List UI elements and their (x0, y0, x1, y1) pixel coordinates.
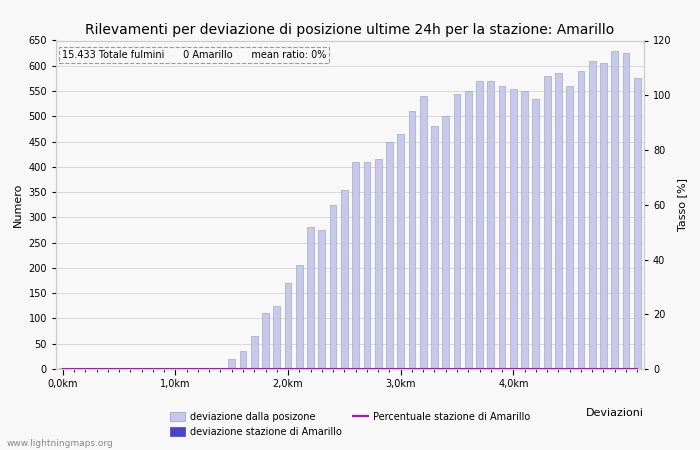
Bar (296, 266, 302, 369)
Bar (285, 283, 291, 369)
Bar (510, 89, 517, 369)
Text: 15.433 Totale fulmini      0 Amarillo      mean ratio: 0%: 15.433 Totale fulmini 0 Amarillo mean ra… (62, 50, 326, 60)
Bar (454, 94, 461, 369)
Bar (386, 142, 393, 369)
Bar (374, 159, 382, 369)
Bar (544, 76, 550, 369)
Bar (566, 86, 573, 369)
Bar (589, 61, 596, 369)
Bar (487, 81, 494, 369)
Bar (634, 78, 640, 369)
Bar (274, 306, 280, 369)
Text: www.lightningmaps.org: www.lightningmaps.org (7, 439, 113, 448)
Bar (318, 230, 326, 369)
Bar (330, 205, 337, 369)
Bar (341, 189, 348, 369)
Bar (409, 111, 415, 369)
Bar (251, 336, 258, 369)
Text: Deviazioni: Deviazioni (586, 409, 644, 419)
Bar (442, 116, 449, 369)
Bar (622, 53, 629, 369)
Legend: deviazione dalla posizone, deviazione stazione di Amarillo, Percentuale stazione: deviazione dalla posizone, deviazione st… (167, 408, 533, 441)
Bar (555, 73, 562, 369)
Y-axis label: Numero: Numero (13, 183, 23, 227)
Bar (578, 71, 584, 369)
Bar (465, 91, 472, 369)
Title: Rilevamenti per deviazione di posizione ultime 24h per la stazione: Amarillo: Rilevamenti per deviazione di posizione … (85, 22, 615, 36)
Bar (307, 228, 314, 369)
Bar (398, 134, 404, 369)
Bar (262, 313, 269, 369)
Bar (600, 63, 607, 369)
Bar (228, 359, 235, 369)
Bar (363, 162, 370, 369)
Bar (420, 96, 426, 369)
Bar (498, 86, 505, 369)
Bar (522, 91, 528, 369)
Y-axis label: Tasso [%]: Tasso [%] (677, 178, 687, 231)
Bar (431, 126, 438, 369)
Bar (476, 81, 483, 369)
Bar (533, 99, 539, 369)
Bar (611, 50, 618, 369)
Bar (161, 368, 167, 369)
Bar (239, 351, 246, 369)
Bar (352, 162, 359, 369)
